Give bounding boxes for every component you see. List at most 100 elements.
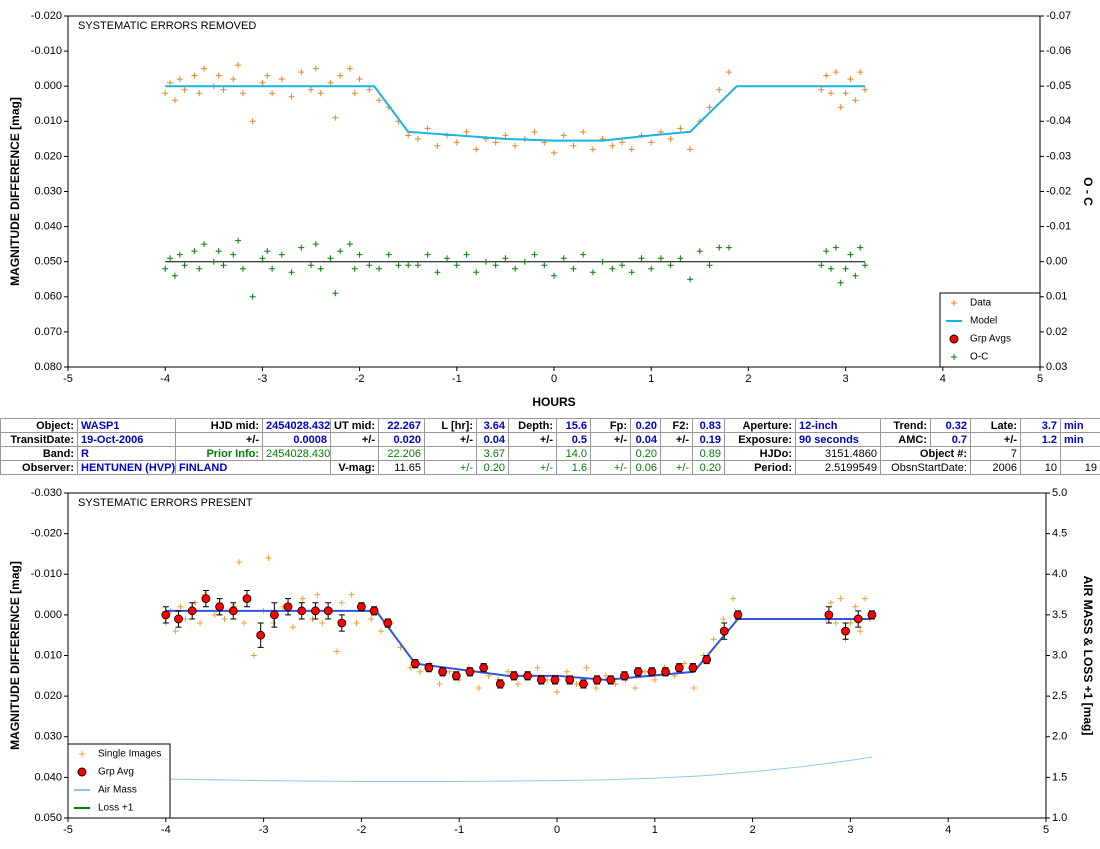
data-point (563, 668, 570, 675)
data-point (570, 265, 577, 272)
data-point (463, 251, 470, 258)
y-tick-label: -0.020 (31, 528, 62, 540)
data-point (241, 620, 248, 626)
data-point (288, 93, 295, 100)
data-point (368, 615, 375, 622)
data-point (317, 90, 324, 97)
data-point (677, 125, 684, 132)
y-tick-label: -0.020 (31, 10, 62, 22)
y-axis-label: MAGNITUDE DIFFERENCE [mag] (8, 561, 22, 750)
data-point (308, 262, 314, 269)
group-average (215, 602, 224, 612)
data-point (249, 293, 256, 300)
data-point (444, 255, 451, 262)
data-point (857, 244, 864, 251)
table-cell: HENTUNEN (HVP) (77, 460, 176, 475)
data-point (171, 97, 178, 104)
data-point (832, 244, 839, 251)
data-point (333, 648, 340, 655)
data-point (730, 595, 737, 602)
table-cell: 0.06 (630, 460, 661, 475)
y2-tick-label: 4.0 (1052, 568, 1067, 580)
data-point (176, 251, 183, 258)
data-point (696, 248, 703, 255)
y-axis-label: MAGNITUDE DIFFERENCE [mag] (8, 97, 22, 286)
data-point (191, 72, 198, 79)
table-cell (330, 446, 379, 461)
y-tick-label: 0.020 (34, 150, 62, 162)
y-tick-label: 0.050 (34, 812, 62, 824)
data-point (677, 255, 684, 262)
group-average (509, 671, 519, 681)
data-point (560, 132, 567, 139)
group-average (536, 675, 546, 685)
data-point (828, 90, 835, 97)
legend-label: O-C (970, 352, 988, 363)
table-cell: 1.2 (1020, 432, 1061, 447)
data-point (857, 628, 864, 635)
y-tick-label: 0.080 (34, 361, 62, 373)
table-cell: L [hr]: (424, 418, 477, 433)
table-row: Band: R Prior Info: 2454028.4303 22.206 3.67 1… (0, 446, 1100, 461)
y2-tick-label: -0.02 (1046, 185, 1071, 197)
data-point (215, 248, 222, 255)
table-cell (590, 446, 631, 461)
table-cell: +/- (175, 432, 263, 447)
y-tick-label: 0.040 (34, 771, 62, 783)
data-point (236, 559, 243, 566)
legend-swatch (79, 751, 85, 757)
table-cell: 2.5199549 (795, 460, 881, 475)
data-point (847, 76, 854, 83)
table-cell: 0.04 (630, 432, 661, 447)
data-point (632, 685, 639, 691)
data-point (687, 146, 694, 153)
data-point (847, 251, 854, 258)
group-average (356, 602, 366, 612)
data-point (551, 149, 557, 156)
y2-tick-label: 4.5 (1052, 528, 1067, 540)
data-point (353, 620, 360, 626)
table-cell: +/- (424, 460, 477, 475)
group-average (323, 606, 333, 616)
table-cell (660, 446, 693, 461)
y-tick-label: 0.030 (34, 731, 62, 743)
data-point (366, 262, 373, 269)
group-average (733, 610, 743, 620)
group-average (702, 655, 712, 664)
table-cell: 3.7 (1020, 418, 1061, 433)
y-tick-label: 0.050 (34, 256, 62, 268)
group-average (465, 667, 475, 677)
data-point (235, 237, 242, 244)
data-point (628, 146, 635, 153)
table-cell: R (77, 446, 176, 461)
data-point (857, 69, 864, 76)
series-line (165, 756, 872, 782)
data-point (376, 265, 383, 272)
data-point (424, 251, 431, 258)
x-tick-label: 5 (1043, 824, 1049, 836)
y2-tick-label: 1.5 (1052, 771, 1067, 783)
table-cell: 11.65 (378, 460, 425, 475)
data-point (230, 76, 237, 83)
table-cell: 0.20 (630, 446, 661, 461)
table-cell: 0.19 (692, 432, 725, 447)
y-tick-label: 0.000 (34, 609, 62, 621)
data-point (862, 262, 869, 269)
data-point (356, 251, 363, 258)
data-point (405, 262, 412, 269)
data-point (235, 62, 242, 69)
group-average (438, 667, 447, 677)
table-cell: 0.5 (556, 432, 591, 447)
data-point (570, 142, 577, 149)
data-point (583, 664, 590, 671)
data-point (514, 680, 521, 687)
group-average (674, 663, 684, 673)
data-point (181, 86, 188, 93)
group-average (228, 606, 238, 616)
data-point (521, 258, 528, 265)
y2-tick-label: 3.5 (1052, 609, 1067, 621)
data-point (453, 262, 460, 269)
data-point (580, 251, 587, 258)
group-average (620, 671, 629, 681)
